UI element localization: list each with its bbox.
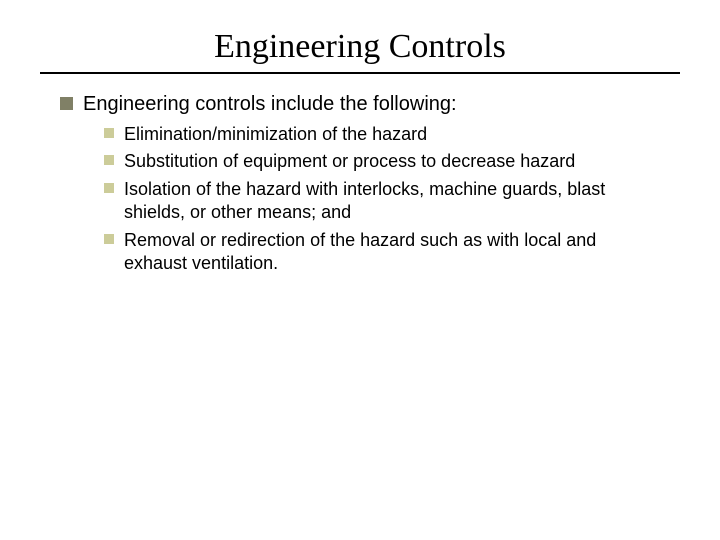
bullet-level2: Isolation of the hazard with interlocks,…: [104, 178, 680, 225]
square-bullet-icon: [104, 234, 114, 244]
square-bullet-icon: [104, 183, 114, 193]
bullet-level2: Removal or redirection of the hazard suc…: [104, 229, 680, 276]
bullet-level2: Substitution of equipment or process to …: [104, 150, 680, 173]
bullet-level2: Elimination/minimization of the hazard: [104, 123, 680, 146]
bullet-level1-text: Engineering controls include the followi…: [83, 92, 457, 117]
bullet-level1: Engineering controls include the followi…: [60, 92, 680, 117]
square-bullet-icon: [60, 97, 73, 110]
slide-title: Engineering Controls: [40, 28, 680, 74]
bullet-level2-text: Isolation of the hazard with interlocks,…: [124, 178, 664, 225]
slide: Engineering Controls Engineering control…: [0, 0, 720, 540]
bullet-level2-text: Elimination/minimization of the hazard: [124, 123, 427, 146]
square-bullet-icon: [104, 155, 114, 165]
bullet-level2-text: Substitution of equipment or process to …: [124, 150, 575, 173]
bullet-level2-text: Removal or redirection of the hazard suc…: [124, 229, 664, 276]
square-bullet-icon: [104, 128, 114, 138]
